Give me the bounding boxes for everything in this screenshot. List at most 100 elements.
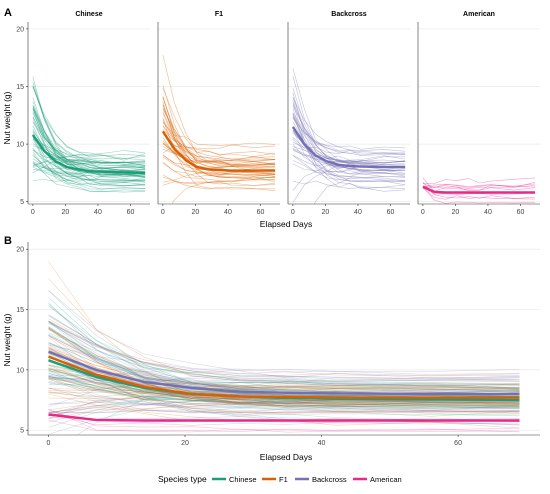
- panel-a-individual-line-chinese: [32, 121, 146, 163]
- panel-b-individual-line-chinese: [48, 370, 520, 401]
- panel-b-individual-line-chinese: [48, 328, 520, 392]
- legend-label-american: American: [370, 475, 402, 484]
- panel-a-lines: [291, 68, 406, 204]
- panel-b-individual-line-f1: [48, 381, 520, 390]
- panel-a-individual-line-american: [422, 187, 536, 195]
- panel-a-individual-line-american: [422, 185, 536, 189]
- panel-b-individual-line-chinese: [48, 314, 520, 389]
- panel-a-individual-line-backcross: [292, 162, 406, 191]
- panel-a-individual-line-chinese: [32, 113, 146, 167]
- panel-b-x-tick-label: 20: [181, 440, 189, 447]
- panel-a-individual-line-chinese: [32, 106, 146, 173]
- panel-a-y-tick-label: 10: [16, 142, 24, 149]
- panel-a-x-tick-label: 40: [354, 209, 362, 216]
- panel-a-individual-line-chinese: [32, 136, 146, 181]
- panel-a-x-tick-label: 60: [517, 209, 525, 216]
- panel-a-individual-line-backcross: [292, 116, 406, 156]
- panel-a-individual-line-f1: [162, 161, 276, 183]
- panel-a-individual-line-chinese: [32, 138, 146, 161]
- panel-a-individual-line-backcross: [292, 130, 406, 174]
- panel-b-individual-line-f1: [48, 367, 520, 406]
- panel-b-individual-line-backcross: [48, 304, 520, 396]
- panel-a-strip-label: Backcross: [331, 11, 367, 18]
- panel-a-strip-label: F1: [215, 11, 223, 18]
- panel-b-individual-line-chinese: [48, 353, 520, 421]
- panel-a-x-tick-label: 20: [452, 209, 460, 216]
- panel-b-individual-line-f1: [48, 375, 520, 409]
- panel-b-mean-line-f1: [48, 355, 520, 399]
- panel-b-individual-line-chinese: [48, 391, 520, 417]
- panel-b-individual-line-chinese: [48, 342, 520, 390]
- panel-a-individual-line-chinese: [32, 116, 146, 173]
- panel-a-individual-line-chinese: [32, 101, 146, 175]
- panel-a-mean-line-backcross: [291, 126, 406, 169]
- panel-b-individual-line-backcross: [48, 342, 520, 387]
- panel-b-individual-line-chinese: [48, 343, 520, 389]
- panel-b-individual-line-chinese: [48, 373, 520, 405]
- panel-a-individual-line-backcross: [292, 97, 406, 152]
- panel-b-individual-line-f1: [48, 336, 520, 405]
- panel-b-individual-line-backcross: [48, 320, 520, 387]
- panel-a-individual-line-chinese: [32, 86, 146, 158]
- panel-b-mean-line-american: [48, 413, 520, 422]
- panel-b-individual-line-f1: [48, 327, 520, 391]
- panel-b-individual-line-backcross: [48, 401, 520, 408]
- panel-a-individual-line-f1: [162, 97, 276, 180]
- panel-b-individual-line-f1: [48, 327, 520, 404]
- panel-a-individual-line-american: [422, 187, 536, 200]
- panel-b-individual-line-chinese: [48, 388, 520, 423]
- panel-b-individual-line-american: [48, 400, 520, 413]
- panel-a-individual-line-f1: [162, 146, 276, 166]
- panel-a-x-tick-label: 60: [127, 209, 135, 216]
- panel-a-individual-line-backcross: [292, 115, 406, 181]
- panel-b-individual-line-chinese: [48, 383, 520, 393]
- panel-a-individual-line-chinese: [32, 85, 146, 166]
- panel-b-individual-line-f1: [48, 354, 520, 414]
- panel-b-individual-line-f1: [48, 365, 520, 414]
- panel-b-x-axis-title: Elapsed Days: [260, 452, 312, 462]
- panel-b-individual-line-chinese: [48, 382, 520, 405]
- panel-b-individual-line-chinese: [48, 302, 520, 416]
- legend: Species type Chinese F1 Backcross Americ…: [158, 474, 402, 484]
- panel-a-x-tick-label: 60: [387, 209, 395, 216]
- panel-a-individual-line-f1: [162, 107, 276, 167]
- panel-b-individual-line-american: [48, 413, 520, 426]
- panel-b-individual-line-f1: [48, 402, 520, 413]
- panel-a-lines: [161, 55, 276, 204]
- panel-a-individual-line-chinese: [32, 109, 146, 172]
- panel-a-y-tick-label: 15: [16, 84, 24, 91]
- panel-b-y-tick-label: 20: [16, 247, 24, 254]
- panel-b-individual-line-chinese: [48, 377, 520, 405]
- panel-a-individual-line-f1: [162, 144, 276, 154]
- panel-a-individual-line-backcross: [292, 139, 406, 161]
- panel-a-individual-line-backcross: [292, 103, 406, 164]
- panel-a-facet-f1: F1 0 20 40 60: [157, 11, 280, 216]
- panel-b-individual-line-f1: [48, 380, 520, 399]
- panel-a-individual-line-f1: [162, 129, 276, 163]
- panel-a-individual-line-american: [422, 186, 536, 204]
- panel-a-individual-line-chinese: [32, 161, 146, 193]
- panel-a-individual-line-f1: [162, 121, 276, 156]
- legend-label-f1: F1: [279, 475, 288, 484]
- panel-b-individual-line-american: [48, 408, 520, 433]
- panel-b-y-axis-title: Nut weight (g): [2, 313, 12, 366]
- panel-a-individual-line-backcross: [292, 149, 406, 166]
- panel-a-individual-line-backcross: [292, 68, 406, 170]
- panel-a-individual-line-chinese: [32, 150, 146, 173]
- panel-a-individual-line-backcross: [292, 150, 406, 162]
- panel-b-individual-line-f1: [48, 318, 520, 382]
- panel-a-individual-line-chinese: [32, 134, 146, 165]
- panel-b-facet-all: 0 20 40 60 5 10 15 20: [16, 242, 540, 447]
- panel-a-x-tick-label: 0: [31, 209, 35, 216]
- panel-a-individual-line-f1: [162, 121, 276, 146]
- panel-a-individual-line-american: [422, 181, 536, 199]
- panel-b-x-tick-label: 0: [47, 440, 51, 447]
- panel-a-individual-line-chinese: [32, 138, 146, 193]
- panel-a-individual-line-backcross: [292, 100, 406, 177]
- panel-a-individual-line-chinese: [32, 145, 146, 167]
- panel-a-individual-line-chinese: [32, 131, 146, 190]
- panel-b-individual-line-american: [48, 419, 520, 432]
- panel-a-individual-line-backcross: [292, 180, 406, 190]
- panel-a-individual-line-chinese: [32, 158, 146, 176]
